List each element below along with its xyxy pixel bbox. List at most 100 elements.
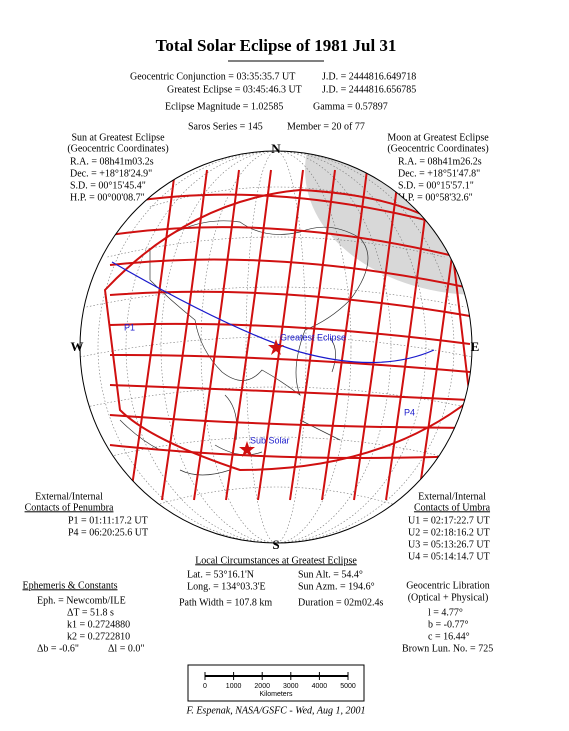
eclipse-curves xyxy=(103,169,472,501)
time-curve xyxy=(161,169,208,501)
magnitude-curve xyxy=(109,258,471,289)
p1-label: P1 xyxy=(124,322,135,332)
magnitude-curve xyxy=(109,226,471,261)
ephemeris-heading: Ephemeris & Constants xyxy=(23,580,118,591)
meridian xyxy=(245,151,307,543)
sun-ra: R.A. = 08h41m03.2s xyxy=(70,156,154,167)
local-heading: Local Circumstances at Greatest Eclipse xyxy=(195,555,357,566)
magnitude-curve xyxy=(109,414,471,429)
path-width: Path Width = 107.8 km xyxy=(179,597,272,608)
scale-frame xyxy=(187,664,365,702)
parallel xyxy=(80,336,472,358)
credit: F. Espenak, NASA/GSFC - Wed, Aug 1, 2001 xyxy=(186,705,366,716)
moon-subheading: (Geocentric Coordinates) xyxy=(387,143,488,154)
sub-solar-star xyxy=(239,441,255,457)
time-curve xyxy=(257,169,304,501)
libration-heading: Geocentric Libration xyxy=(406,580,490,591)
magnitude-curve xyxy=(109,384,471,401)
coast xyxy=(149,220,369,397)
delta-l: Δl = 0.0" xyxy=(108,643,144,654)
meridian xyxy=(200,151,352,543)
delta-t: ΔT = 51.8 s xyxy=(67,607,114,618)
sun-sd: S.D. = 00°15'45.4" xyxy=(70,180,146,191)
scale-unit: Kilometers xyxy=(259,691,293,698)
globe-content xyxy=(80,151,472,543)
libration-subheading: (Optical + Physical) xyxy=(408,592,489,603)
member: Member = 20 of 77 xyxy=(287,121,365,132)
moon-ra: R.A. = 08h41m26.2s xyxy=(398,156,482,167)
meridian xyxy=(125,151,427,543)
k1: k1 = 0.2724880 xyxy=(67,619,130,630)
umbra-subheading: Contacts of Umbra xyxy=(414,502,491,513)
u1-time: U1 = 02:17:22.7 UT xyxy=(408,515,490,526)
p1-time: P1 = 01:11:17.2 UT xyxy=(68,515,148,526)
scale-tick-label: 2000 xyxy=(254,683,270,690)
scale-tick-label: 4000 xyxy=(312,683,328,690)
conjunction: Geocentric Conjunction = 03:35:35.7 UT xyxy=(130,71,295,82)
moon-dec: Dec. = +18°51'47.8" xyxy=(398,168,480,179)
central-path xyxy=(111,261,435,364)
greatest-label: Greatest Eclipse xyxy=(280,332,346,342)
magnitude-curve xyxy=(109,444,471,459)
greatest-eclipse-star xyxy=(268,339,284,355)
magnitude-curve xyxy=(109,290,471,317)
south: S xyxy=(272,537,279,552)
lib-l: l = 4.77° xyxy=(428,607,463,618)
magnitude: Eclipse Magnitude = 1.02585 xyxy=(165,101,283,112)
night-shading xyxy=(305,151,472,295)
umbra-heading: External/Internal xyxy=(418,491,486,502)
saros: Saros Series = 145 xyxy=(188,121,263,132)
gamma: Gamma = 0.57897 xyxy=(313,101,388,112)
limit-curve xyxy=(103,188,472,472)
local-long: Long. = 134°03.3'E xyxy=(187,581,266,592)
eph: Eph. = Newcomb/ILE xyxy=(37,595,126,606)
scale-tick-label: 0 xyxy=(203,683,207,690)
local-lat: Lat. = 53°16.1'N xyxy=(187,569,254,580)
scale-tick-label: 5000 xyxy=(340,683,356,690)
moon-sd: S.D. = 00°15'57.1" xyxy=(398,180,474,191)
local-sun-alt: Sun Alt. = 54.4° xyxy=(298,569,363,580)
greatest-eclipse: Greatest Eclipse = 03:45:46.3 UT xyxy=(167,84,302,95)
magnitude-curve xyxy=(109,193,471,233)
u2-time: U2 = 02:18:16.2 UT xyxy=(408,527,490,538)
time-curve xyxy=(289,169,336,501)
u4-time: U4 = 05:14:14.7 UT xyxy=(408,551,490,562)
scale-tick-label: 3000 xyxy=(283,683,299,690)
scale-tick-label: 1000 xyxy=(226,683,242,690)
lib-c: c = 16.44° xyxy=(428,631,470,642)
north: N xyxy=(271,141,281,156)
k2: k2 = 0.2722810 xyxy=(67,631,130,642)
p4-label: P4 xyxy=(404,407,415,417)
moon-heading: Moon at Greatest Eclipse xyxy=(387,132,489,143)
penumbra-subheading: Contacts of Penumbra xyxy=(25,502,114,513)
moon-hp: H.P. = 00°58'32.6" xyxy=(398,192,473,203)
local-sun-azm: Sun Azm. = 194.6° xyxy=(298,581,375,592)
sun-dec: Dec. = +18°18'24.9" xyxy=(70,168,152,179)
east: E xyxy=(471,339,480,354)
time-curve xyxy=(321,169,368,501)
title: Total Solar Eclipse of 1981 Jul 31 xyxy=(156,36,397,55)
jd-greatest: J.D. = 2444816.656785 xyxy=(322,84,416,95)
globe-limb xyxy=(79,150,473,544)
p4-time: P4 = 06:20:25.6 UT xyxy=(68,527,148,538)
jd-conjunction: J.D. = 2444816.649718 xyxy=(322,71,416,82)
west: W xyxy=(71,339,84,354)
globe: P1 P4 Greatest Eclipse Sub Solar xyxy=(79,150,473,544)
sun-hp: H.P. = 00°00'08.7" xyxy=(70,192,145,203)
u3-time: U3 = 05:13:26.7 UT xyxy=(408,539,490,550)
duration: Duration = 02m02.4s xyxy=(298,597,383,608)
delta-b: Δb = -0.6" xyxy=(37,643,79,654)
time-curve xyxy=(129,169,176,501)
sun-heading: Sun at Greatest Eclipse xyxy=(71,132,165,143)
parallel xyxy=(107,436,445,458)
penumbra-heading: External/Internal xyxy=(35,491,103,502)
lib-b: b = -0.77° xyxy=(428,619,468,630)
meridian xyxy=(160,151,392,543)
magnitude-curve xyxy=(109,354,471,373)
meridian xyxy=(97,151,455,543)
parallel xyxy=(107,236,445,258)
scale-bar: Kilometers 0 1000 2000 3000 4000 5000 xyxy=(187,664,365,702)
brown-lunation: Brown Lun. No. = 725 xyxy=(402,643,493,654)
subsolar-label: Sub Solar xyxy=(250,435,290,445)
